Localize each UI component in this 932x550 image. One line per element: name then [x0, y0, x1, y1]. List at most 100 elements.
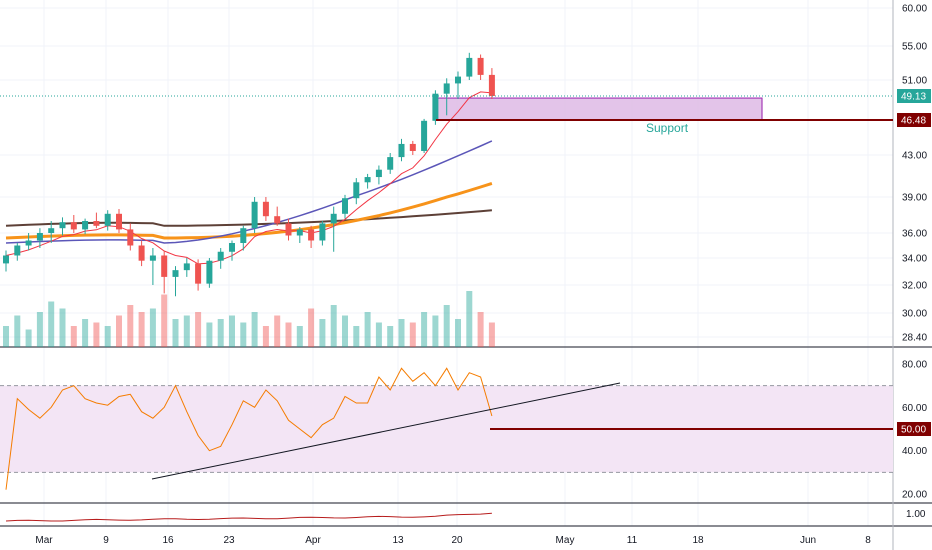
volume-bar	[477, 312, 484, 347]
x-tick-label: 20	[451, 535, 463, 546]
volume-bar	[138, 312, 145, 347]
volume-bar	[240, 322, 247, 347]
rsi-tick-label: 80.00	[902, 360, 927, 371]
rsi-trendline	[151, 382, 621, 480]
x-tick-label: 18	[692, 535, 704, 546]
candle-body	[488, 74, 495, 96]
price-tick-label: 43.00	[902, 151, 927, 162]
x-tick-label: Apr	[305, 535, 321, 546]
moving-averages	[5, 91, 493, 265]
volume-bar	[342, 315, 348, 347]
volume-bar	[262, 326, 269, 347]
level-lines[interactable]	[0, 95, 893, 121]
price-tick-label: 55.00	[902, 42, 927, 53]
volume-bar	[387, 326, 394, 347]
volume-bars	[3, 291, 495, 347]
volume-bar	[274, 315, 281, 347]
candle-body	[274, 216, 281, 224]
candle-body	[342, 198, 348, 214]
price-tick-label: 51.00	[902, 76, 927, 87]
x-tick-label: Mar	[35, 535, 53, 546]
volume-bar	[70, 326, 77, 347]
volume-bar	[36, 312, 43, 347]
volume-bar	[330, 305, 337, 347]
support-zone-box	[435, 97, 763, 121]
x-tick-label: 8	[865, 535, 871, 546]
volume-bar	[48, 301, 55, 347]
volume-bar	[206, 322, 213, 347]
volume-bar	[443, 305, 450, 347]
price-tick-label: 39.00	[902, 193, 927, 204]
candle-body	[229, 243, 235, 252]
x-tick-label: 11	[627, 535, 638, 546]
support-zone[interactable]	[435, 97, 763, 121]
ratio-tick-label: 1.00	[906, 509, 926, 520]
candle-body	[138, 245, 145, 261]
volume-bar	[161, 294, 168, 347]
volume-bar	[59, 308, 66, 347]
price-tick-label: 32.00	[902, 281, 927, 292]
candles	[3, 52, 495, 297]
volume-bar	[116, 315, 122, 347]
candle-body	[364, 177, 371, 183]
volume-bar	[375, 322, 382, 347]
volume-bar	[409, 322, 416, 347]
axes: 60.00 55.00 51.00 43.00 39.00 36.00 34.00 32.00…	[35, 4, 931, 546]
candle-body	[251, 201, 258, 229]
x-tick-label: May	[556, 535, 575, 546]
volume-bar	[285, 322, 292, 347]
volume-bar	[432, 315, 439, 347]
candle-body	[217, 251, 224, 261]
price-tick-label: 36.00	[902, 229, 927, 240]
candle-body	[172, 270, 179, 277]
volume-bar	[353, 326, 360, 347]
candle-body	[25, 240, 32, 246]
candle-body	[308, 229, 315, 241]
candle-body	[330, 213, 337, 224]
candle-body	[206, 260, 213, 284]
candle-body	[36, 233, 43, 241]
volume-bar	[82, 319, 89, 347]
ma-long-line	[5, 209, 492, 227]
candle-body	[93, 221, 100, 226]
rsi-line	[5, 367, 493, 490]
candle-body	[14, 245, 21, 256]
candle-body	[82, 221, 89, 230]
volume-bar	[104, 326, 111, 347]
price-tick-label: 30.00	[902, 309, 927, 320]
candle-body	[375, 169, 382, 178]
rsi-level-tag-bg	[897, 422, 931, 436]
volume-bar	[127, 305, 134, 347]
rsi-tick-label: 40.00	[902, 446, 927, 457]
candle-body	[409, 143, 416, 151]
volume-bar	[398, 319, 405, 347]
volume-bar	[421, 312, 428, 347]
volume-bar	[183, 315, 190, 347]
candle-body	[387, 157, 394, 170]
support-price-tag: 46.48	[901, 116, 926, 127]
candle-body	[455, 76, 461, 84]
candle-body	[59, 222, 66, 229]
candle-body	[3, 255, 9, 264]
volume-bar	[296, 326, 303, 347]
candle-body	[398, 143, 405, 158]
volume-bar	[251, 312, 258, 347]
candle-body	[432, 93, 439, 121]
candle-body	[149, 255, 156, 261]
candle-body	[104, 213, 111, 226]
price-tick-label: 34.00	[902, 254, 927, 265]
volume-bar	[25, 329, 32, 347]
last-price-tag: 49.13	[901, 92, 926, 103]
ma-fast-line	[5, 91, 492, 265]
rsi-tick-label: 60.00	[902, 403, 927, 414]
x-tick-label: 16	[162, 535, 174, 546]
candle-body	[285, 223, 292, 236]
x-tick-label: Jun	[800, 535, 816, 546]
price-tick-label: 60.00	[902, 4, 927, 15]
candle-body	[195, 263, 202, 284]
volume-bar	[172, 319, 179, 347]
candle-body	[240, 228, 247, 243]
